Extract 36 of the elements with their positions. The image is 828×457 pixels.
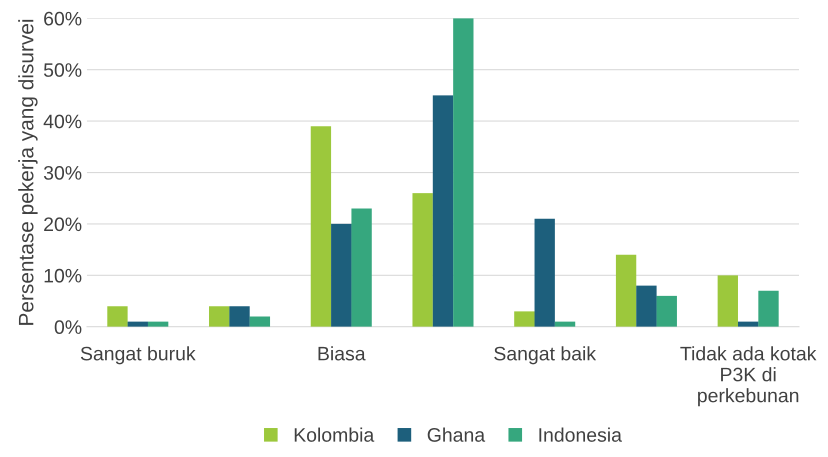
bar — [432, 95, 454, 327]
x-tick-label: Sangat buruk — [80, 346, 196, 364]
bar — [738, 322, 758, 327]
bar — [107, 306, 128, 327]
y-tick-label: 0% — [54, 320, 82, 334]
bar — [351, 208, 372, 327]
y-tick-label: 60% — [44, 12, 82, 26]
bar — [331, 224, 352, 327]
bar — [310, 126, 332, 327]
bar — [656, 296, 677, 327]
bar — [412, 193, 433, 327]
bar — [229, 306, 250, 327]
y-tick-label: 40% — [44, 114, 82, 128]
bar — [616, 254, 636, 327]
bar — [758, 290, 779, 327]
bar — [636, 286, 657, 327]
x-tick-label: Biasa — [318, 346, 366, 360]
bar — [718, 275, 738, 327]
bar — [534, 218, 555, 327]
y-tick-label: 20% — [44, 217, 82, 232]
y-tick-label: 10% — [44, 268, 82, 283]
legend-label: Ghana — [428, 428, 486, 442]
bar — [209, 306, 230, 327]
x-tick-label: Tidak ada kotak P3K di perkebunan — [680, 346, 816, 406]
bar — [148, 322, 168, 327]
bar — [514, 311, 535, 327]
legend-label: Indonesia — [539, 428, 622, 442]
y-axis-title: Persentase pekerja yang disurvei — [18, 20, 38, 325]
bar — [128, 322, 148, 327]
y-tick-label: 30% — [44, 166, 82, 180]
bar — [554, 322, 576, 327]
bar — [453, 18, 474, 327]
legend-label: Kolombia — [294, 428, 374, 442]
bar — [250, 316, 270, 327]
x-tick-label: Sangat baik — [494, 346, 596, 364]
y-tick-label: 50% — [44, 63, 82, 77]
